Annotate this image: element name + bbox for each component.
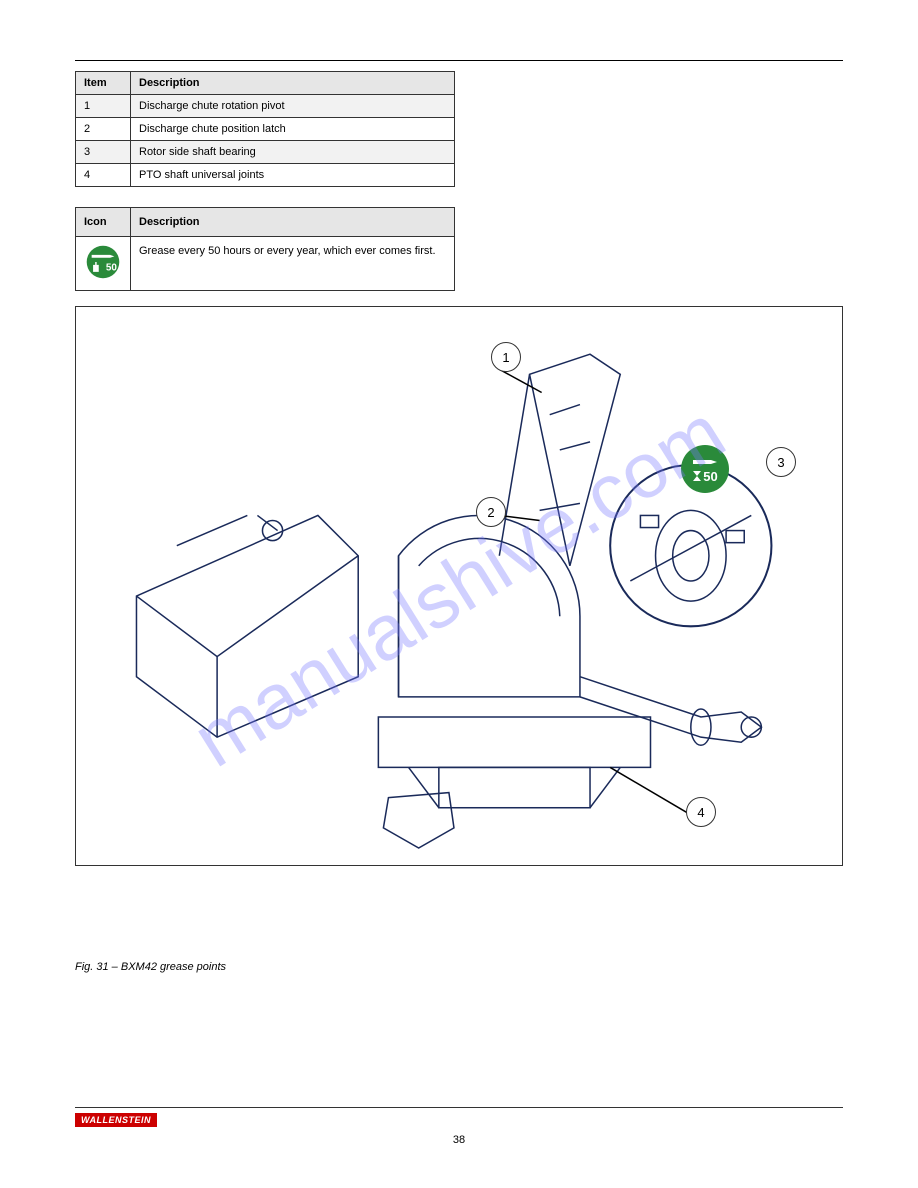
cell-icon: 50 xyxy=(76,237,131,291)
col-item: Item xyxy=(76,72,131,95)
col-icon: Icon xyxy=(76,208,131,237)
cell-desc: Discharge chute rotation pivot xyxy=(131,95,455,118)
table-row: 50 Grease every 50 hours or every year, … xyxy=(76,237,455,291)
svg-text:50: 50 xyxy=(106,263,118,274)
grease-interval-badge: 50 xyxy=(681,445,729,493)
col-description: Description xyxy=(131,72,455,95)
cell-item: 4 xyxy=(76,164,131,187)
figure-caption: Fig. 31 – BXM42 grease points xyxy=(75,961,226,973)
cell-desc: Discharge chute position latch xyxy=(131,118,455,141)
chipper-diagram xyxy=(76,307,842,865)
callout-1: 1 xyxy=(491,342,521,372)
table-row: 2 Discharge chute position latch xyxy=(76,118,455,141)
grease-gun-icon: 50 xyxy=(86,245,120,279)
cell-item: 1 xyxy=(76,95,131,118)
parts-table: Item Description 1 Discharge chute rotat… xyxy=(75,71,455,187)
page-number: 38 xyxy=(453,1134,465,1146)
cell-item: 3 xyxy=(76,141,131,164)
cell-desc: Grease every 50 hours or every year, whi… xyxy=(131,237,455,291)
callout-3: 3 xyxy=(766,447,796,477)
table-header-row: Item Description xyxy=(76,72,455,95)
cell-item: 2 xyxy=(76,118,131,141)
icon-table: Icon Description 50 Grease every 50 hour… xyxy=(75,207,455,291)
callout-2: 2 xyxy=(476,497,506,527)
figure-box: manualshive.com xyxy=(75,306,843,866)
header-rule xyxy=(75,60,843,61)
table-header-row: Icon Description xyxy=(76,208,455,237)
cell-desc: Rotor side shaft bearing xyxy=(131,141,455,164)
brand-logo: WALLENSTEIN xyxy=(75,1113,157,1127)
badge-number: 50 xyxy=(703,469,717,484)
footer: WALLENSTEIN xyxy=(75,1107,843,1128)
table-row: 4 PTO shaft universal joints xyxy=(76,164,455,187)
hourglass-icon xyxy=(692,470,702,482)
callout-4: 4 xyxy=(686,797,716,827)
cell-desc: PTO shaft universal joints xyxy=(131,164,455,187)
col-description: Description xyxy=(131,208,455,237)
table-row: 1 Discharge chute rotation pivot xyxy=(76,95,455,118)
table-row: 3 Rotor side shaft bearing xyxy=(76,141,455,164)
grease-gun-icon xyxy=(691,455,719,469)
footer-rule xyxy=(75,1107,843,1108)
